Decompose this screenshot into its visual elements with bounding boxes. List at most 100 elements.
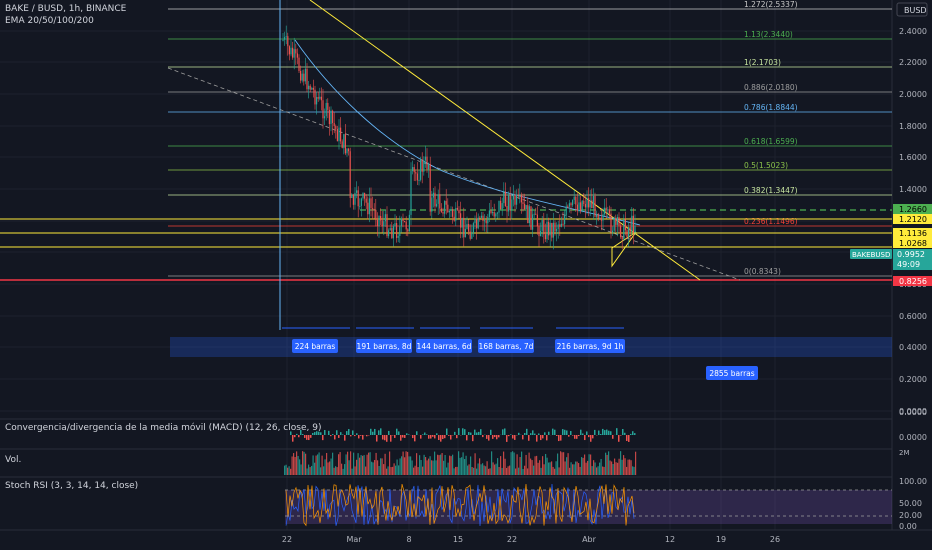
range-label-box[interactable]	[478, 339, 534, 353]
volume-bar	[612, 464, 614, 475]
macd-bar	[420, 435, 422, 439]
candle-body	[634, 225, 636, 233]
macd-bar	[458, 428, 460, 435]
volume-bar	[389, 451, 391, 475]
macd-bar	[504, 428, 506, 435]
candle-body	[572, 200, 574, 206]
macd-bar	[384, 435, 386, 441]
time-tick: Mar	[346, 535, 362, 544]
volume-bar	[561, 452, 563, 475]
volume-bar	[428, 458, 430, 475]
range-label: 224 barras	[295, 342, 336, 351]
volume-bar	[570, 462, 572, 475]
candle-body	[383, 221, 385, 227]
macd-label[interactable]: Convergencia/divergencia de la media móv…	[5, 423, 322, 433]
price-tick: 0.6000	[899, 312, 927, 321]
volume-bar	[515, 468, 517, 475]
trendline-main[interactable]	[309, 0, 701, 281]
volume-label[interactable]: Vol.	[5, 455, 22, 465]
range-label-box[interactable]	[292, 339, 338, 353]
time-tick: 22	[507, 535, 517, 544]
volume-bar	[342, 468, 344, 475]
price-tick: 2.2000	[899, 58, 927, 67]
candle-body	[482, 215, 484, 221]
candle-body	[621, 237, 623, 240]
trendline-dashed[interactable]	[167, 67, 741, 281]
volume-bar	[482, 463, 484, 475]
range-measurements[interactable]: 224 barras 191 barras, 8d 144 barras, 6d 16…	[282, 327, 758, 380]
candle-body	[613, 217, 615, 231]
volume-bar	[465, 455, 467, 475]
macd-bar	[512, 435, 514, 439]
range-label-box[interactable]	[416, 339, 472, 353]
volume-bar	[362, 455, 364, 475]
candle-body	[460, 213, 462, 228]
range-label-box[interactable]	[706, 366, 758, 380]
candle-body	[356, 190, 358, 193]
time-axis[interactable]: 22 Mar 8 15 22 Abr 12 19 26	[282, 535, 780, 544]
volume-bar	[620, 451, 622, 475]
macd-bar	[416, 431, 418, 435]
volume-bar	[543, 464, 545, 475]
macd-bar	[426, 434, 428, 435]
macd-bar	[350, 435, 352, 437]
macd-bar	[312, 433, 314, 435]
currency-badge-label: BUSD	[904, 6, 927, 15]
candle-body	[591, 200, 593, 209]
volume-bar	[330, 458, 332, 475]
candle-body	[541, 219, 543, 231]
candle-body	[605, 207, 607, 211]
candle-body	[516, 194, 518, 205]
currency-badge[interactable]	[896, 2, 928, 17]
candle-body	[335, 126, 337, 130]
candle-body	[445, 200, 447, 205]
range-label-box[interactable]	[356, 339, 412, 353]
macd-bar	[434, 435, 436, 439]
volume-bar	[435, 460, 437, 475]
volume-bar	[407, 451, 409, 475]
volume-bar	[354, 466, 356, 475]
candle-body	[514, 194, 516, 205]
volume-bar	[497, 458, 499, 475]
volume-bar	[594, 462, 596, 475]
volume-bar	[629, 459, 631, 475]
indicator-legend[interactable]: EMA 20/50/100/200	[5, 16, 94, 26]
candle-body	[575, 196, 577, 205]
volume-bar	[509, 465, 511, 475]
volume-bar	[383, 464, 385, 475]
volume-bar	[506, 467, 508, 475]
volume-bar	[369, 452, 371, 475]
volume-bar	[290, 468, 292, 475]
candle-body	[394, 223, 396, 227]
volume-bar	[360, 455, 362, 475]
volume-bar	[635, 451, 637, 475]
volume-bar	[485, 466, 487, 475]
macd-bar	[322, 435, 324, 441]
macd-bar	[568, 435, 570, 437]
price-tick: 1.6000	[899, 153, 927, 162]
volume-bar	[402, 451, 404, 475]
candle-body	[421, 159, 423, 172]
volume-bar	[393, 463, 395, 475]
volume-bar	[380, 458, 382, 475]
stoch-label[interactable]: Stoch RSI (3, 3, 14, 14, close)	[5, 481, 139, 491]
volume-bar	[605, 452, 607, 475]
candle-body	[493, 212, 495, 217]
candle-body	[620, 225, 622, 238]
macd-bar	[390, 435, 392, 442]
macd-bar	[522, 435, 524, 440]
candle-body	[615, 217, 617, 225]
range-label-box[interactable]	[555, 339, 625, 353]
candle-body	[319, 96, 321, 99]
candle-body	[506, 206, 508, 212]
stoch-tick-100: 100.00	[899, 477, 927, 486]
volume-bar	[305, 453, 307, 475]
candle-body	[360, 198, 362, 206]
fib-retracement[interactable]: 1.272(2.5337) 1.13(2.3440) 1(2.1703) 0.886(…	[168, 0, 892, 277]
candle-body	[511, 199, 513, 211]
volume-bar	[399, 458, 401, 475]
macd-bar	[466, 435, 468, 441]
symbol-title[interactable]: BAKE / BUSD, 1h, BINANCE	[5, 4, 127, 14]
candle-body	[549, 222, 551, 236]
